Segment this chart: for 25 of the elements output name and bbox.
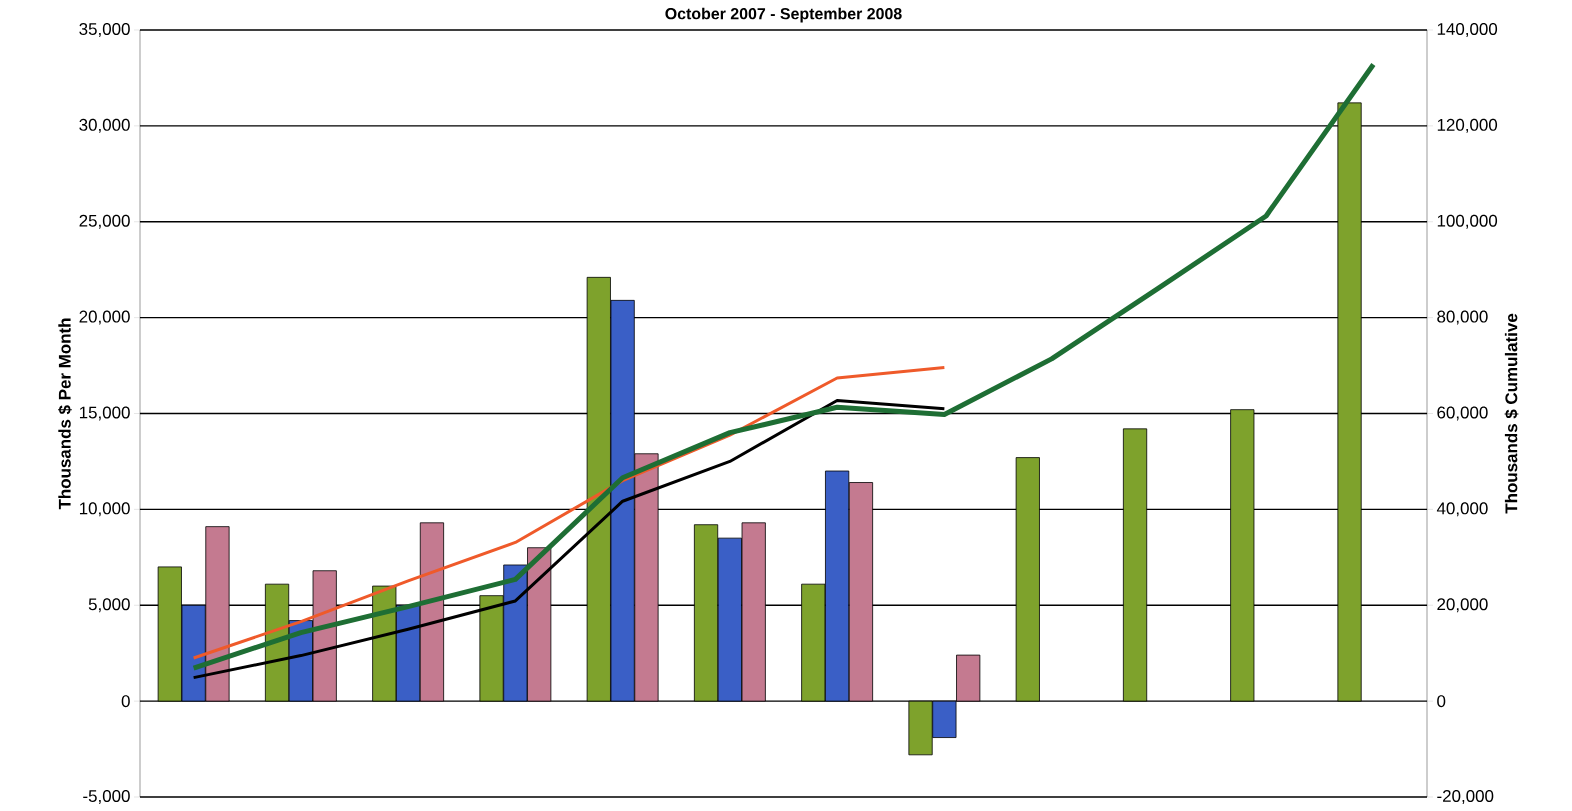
y-tick-label: 5,000 [88,598,130,613]
y2-tick-label: 60,000 [1437,406,1488,421]
y-tick-label: 15,000 [79,406,130,421]
y-tick-label: 30,000 [79,118,130,133]
y2-tick-label: 100,000 [1437,214,1498,229]
y2-tick-label: 40,000 [1436,502,1488,517]
y-axis-title: Thousands $ Per Month [58,318,72,510]
y-tick-label: 20,000 [79,310,130,325]
y2-tick-label: 20,000 [1437,598,1488,613]
bar [1015,457,1040,702]
y2-tick-label: 0 [1437,695,1446,708]
y2-tick-label: 120,000 [1437,118,1498,133]
bar [1337,102,1362,702]
y2-tick-label: 80,000 [1437,310,1488,325]
bar [1230,409,1255,702]
bar [1122,428,1148,702]
y2-tick-label: -20,000 [1437,790,1494,804]
y2-tick-label: 140,000 [1437,22,1498,37]
chart-title: October 2007 - September 2008 [665,7,902,23]
y-tick-label: 35,000 [79,22,130,37]
y2-axis-title: Thousands $ Cumulative [1504,313,1519,514]
y-tick-label: 0 [121,695,130,708]
y-tick-label: 25,000 [79,214,130,229]
y-tick-label: 10,000 [79,502,130,517]
y-tick-label: -5,000 [83,790,130,804]
